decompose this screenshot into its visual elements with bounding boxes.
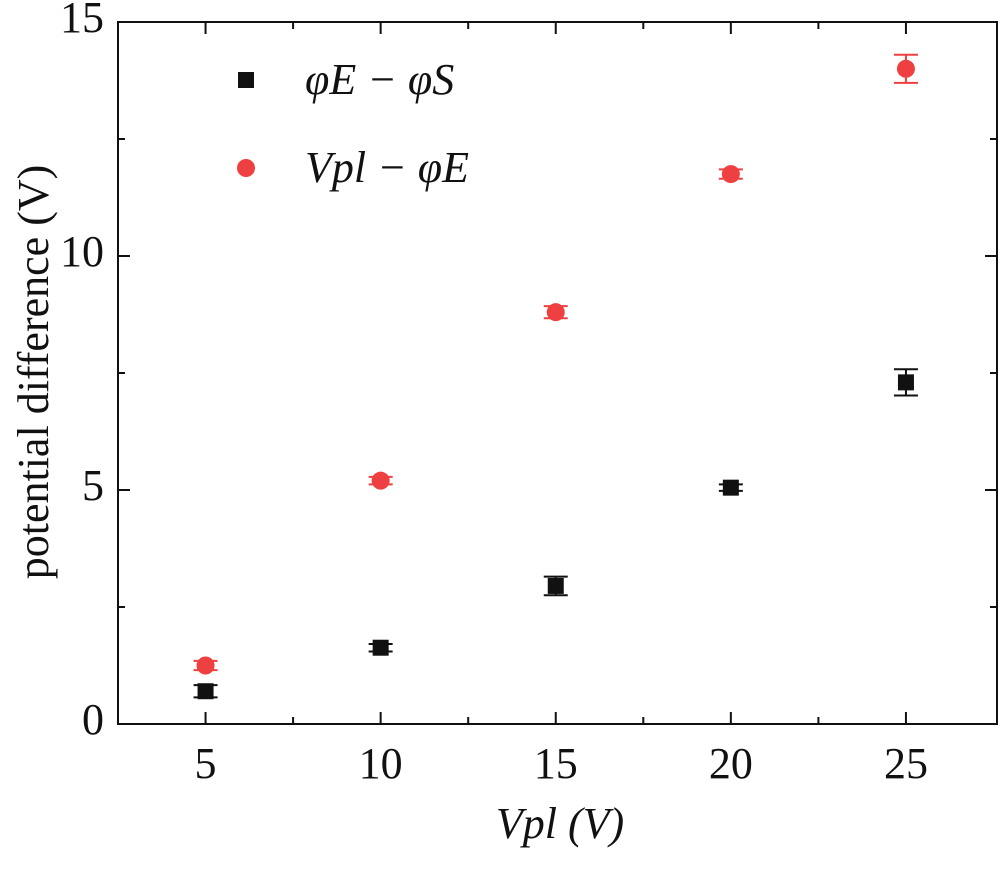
marker xyxy=(897,374,914,391)
marker xyxy=(238,72,254,88)
x-tick-label: 20 xyxy=(709,739,753,788)
marker xyxy=(721,165,740,184)
marker xyxy=(547,577,564,594)
x-tick-label: 15 xyxy=(534,739,578,788)
y-tick-label: 5 xyxy=(82,461,104,510)
marker xyxy=(371,471,390,490)
marker xyxy=(237,159,255,177)
x-tick-label: 5 xyxy=(195,739,217,788)
marker xyxy=(197,683,214,700)
x-tick-label: 25 xyxy=(884,739,928,788)
marker xyxy=(896,59,915,78)
x-tick-label: 10 xyxy=(359,739,403,788)
marker xyxy=(546,303,565,322)
legend-label: φE − φS xyxy=(305,55,454,104)
y-tick-label: 0 xyxy=(82,695,104,744)
plot-frame xyxy=(117,21,998,725)
y-tick-label: 15 xyxy=(60,0,104,42)
marker xyxy=(196,656,215,675)
y-axis-label: potential difference (V) xyxy=(9,165,58,580)
y-tick-label: 10 xyxy=(60,227,104,276)
marker xyxy=(372,639,389,656)
legend-label: Vpl − φE xyxy=(305,143,469,192)
marker xyxy=(722,479,739,496)
x-axis-label: Vpl (V) xyxy=(496,799,624,848)
